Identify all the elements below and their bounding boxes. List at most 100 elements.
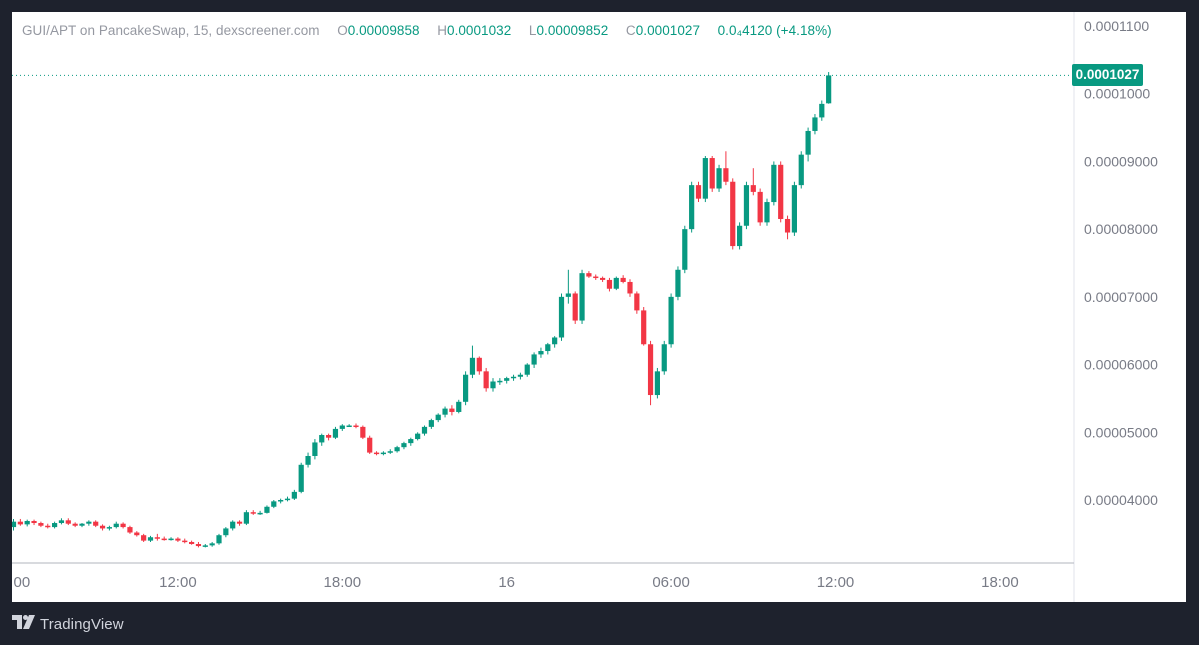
candle-body xyxy=(31,520,37,524)
candle-body xyxy=(209,543,215,546)
candle-body xyxy=(79,523,85,526)
candle-body xyxy=(346,425,352,428)
candle-body xyxy=(216,535,222,544)
candle xyxy=(627,279,633,297)
candle xyxy=(79,523,85,528)
candle xyxy=(394,445,400,453)
candle xyxy=(31,519,37,526)
candle-body xyxy=(647,344,654,396)
candle-body xyxy=(223,528,229,536)
candle xyxy=(586,271,592,278)
candle-body xyxy=(202,545,208,547)
candle-body xyxy=(182,540,188,543)
candle-body xyxy=(442,408,448,415)
candle-body xyxy=(730,181,736,247)
candle-body xyxy=(319,434,325,443)
candle-body xyxy=(510,376,517,379)
candle-body xyxy=(552,337,558,345)
candle-body xyxy=(17,521,23,525)
tradingview-brand[interactable]: TradingView xyxy=(40,615,124,633)
candle-body xyxy=(682,229,688,270)
candle-body xyxy=(72,523,78,526)
chart-panel[interactable]: 0.0001100 0.0001000 0.00009000 0.00008000 0.… xyxy=(12,12,1186,602)
candle xyxy=(24,519,30,527)
candle xyxy=(298,462,304,494)
candle xyxy=(463,371,469,406)
candle xyxy=(58,518,65,525)
candle-body xyxy=(483,371,489,389)
candle-body xyxy=(716,168,722,189)
candle xyxy=(291,489,297,500)
candle-body xyxy=(52,523,58,528)
tradingview-logo-icon[interactable] xyxy=(12,614,36,634)
candle xyxy=(113,521,119,529)
candle xyxy=(182,538,188,544)
candle xyxy=(709,156,715,192)
candle xyxy=(305,452,311,468)
candle xyxy=(654,367,660,399)
candle xyxy=(223,527,229,538)
candle-body xyxy=(243,512,249,524)
candle-body xyxy=(668,296,674,345)
candle-body xyxy=(435,414,441,421)
candle xyxy=(456,399,462,414)
candle-body xyxy=(586,273,592,277)
open-label: O xyxy=(337,23,348,38)
candle xyxy=(52,521,58,529)
candle xyxy=(805,127,811,162)
candle xyxy=(209,541,215,547)
candle xyxy=(593,274,599,280)
candle-body xyxy=(250,512,256,514)
candle-body xyxy=(154,537,160,539)
candle-body xyxy=(99,525,106,529)
y-tick-label: 0.00009000 xyxy=(1084,153,1158,169)
candle xyxy=(517,372,523,380)
candle-body xyxy=(106,527,112,529)
candle xyxy=(319,433,325,446)
candle xyxy=(634,291,640,314)
candle xyxy=(784,215,791,240)
candle-body xyxy=(805,130,811,155)
candle xyxy=(127,525,133,534)
change-value: 0.0₄4120 (+4.18%) xyxy=(717,23,832,38)
candle-body xyxy=(524,364,530,375)
candle-body xyxy=(654,371,660,396)
candle xyxy=(72,522,78,528)
y-tick-label: 0.00007000 xyxy=(1084,289,1158,305)
candle xyxy=(730,178,736,250)
candle xyxy=(428,418,434,429)
candle xyxy=(798,151,804,189)
low-value: 0.00009852 xyxy=(536,23,609,38)
candle xyxy=(367,435,373,454)
candle xyxy=(675,266,681,301)
candle xyxy=(819,100,825,121)
footer: TradingView xyxy=(12,612,124,636)
candle xyxy=(812,114,818,135)
candle-body xyxy=(702,158,708,199)
candle-body xyxy=(38,523,44,526)
candle-body xyxy=(353,425,359,428)
candle xyxy=(778,161,784,223)
candle xyxy=(476,356,482,375)
candle-body xyxy=(572,293,578,321)
candle xyxy=(243,510,249,526)
candle xyxy=(284,496,291,502)
candle xyxy=(86,520,92,526)
candle xyxy=(579,269,585,324)
candle-body xyxy=(476,357,482,372)
candle xyxy=(490,378,496,392)
candle xyxy=(17,518,23,526)
candle-body xyxy=(264,506,270,513)
candle xyxy=(257,510,263,515)
candle xyxy=(750,168,756,196)
candle-body xyxy=(65,520,71,524)
candle-body xyxy=(93,521,99,526)
candle xyxy=(65,518,71,526)
candle-body xyxy=(449,408,455,412)
candlestick-chart[interactable]: 0.0001100 0.0001000 0.00009000 0.00008000 0.… xyxy=(12,12,1186,602)
candle xyxy=(147,535,154,542)
candle xyxy=(791,181,797,236)
candle xyxy=(552,336,558,348)
candle-body xyxy=(675,269,681,297)
candle-body xyxy=(771,164,777,203)
